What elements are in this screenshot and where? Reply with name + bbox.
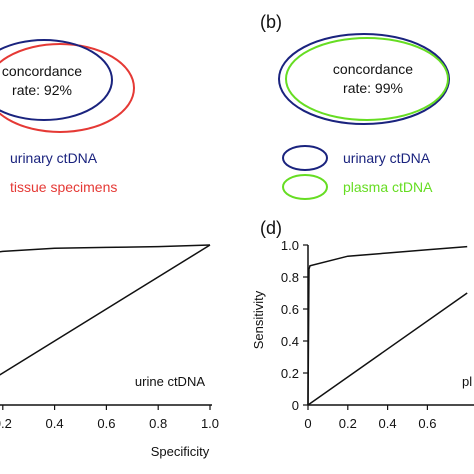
panel-b-legend: urinary ctDNA plasma ctDNA	[282, 145, 433, 200]
panel-d-y-tick-label: 0.6	[281, 302, 299, 317]
panel-a-concordance-line1: concordance	[2, 63, 82, 79]
panel-d-x-tick-label: 0.6	[418, 416, 436, 431]
panel-d-y-tick-label: 1.0	[281, 238, 299, 253]
panel-d-y-ticks: 0 0.2 0.4 0.6 0.8 1.0	[281, 238, 308, 413]
panel-d-x-tick-label: 0.4	[379, 416, 397, 431]
panel-d-ylabel: Sensitivity	[251, 290, 266, 349]
panel-b-legend-urinary-swatch	[282, 145, 328, 171]
panel-a-legend-tissue: tissue specimens	[10, 179, 117, 195]
panel-d-y-tick-label: 0.2	[281, 366, 299, 381]
panel-b-concordance-line1: concordance	[333, 61, 413, 77]
panel-b-concordance-line2: rate: 99%	[343, 80, 403, 96]
panel-d-letter: (d)	[260, 218, 282, 238]
panel-b-venn: (b) concordance rate: 99%	[260, 12, 450, 125]
panel-c-x-tick-label: 1.0	[201, 416, 219, 431]
panel-b-legend-plasma-swatch	[282, 174, 328, 200]
panel-b-legend-plasma: plasma ctDNA	[343, 179, 433, 195]
panel-b-urinary-ellipse	[278, 33, 450, 125]
panel-c-series-label: urine ctDNA	[135, 374, 205, 389]
panel-d-x-tick-label: 0.2	[339, 416, 357, 431]
panel-d-x-ticks: 0 0.2 0.4 0.6	[304, 405, 436, 431]
panel-c-x-tick-label: 0.4	[46, 416, 64, 431]
panel-a-legend: urinary ctDNA tissue specimens	[10, 150, 117, 195]
panel-d-y-tick-label: 0.8	[281, 270, 299, 285]
panel-c-x-tick-label: 0.2	[0, 416, 12, 431]
panel-c-x-tick-label: 0.6	[97, 416, 115, 431]
panel-a-urinary-ellipse	[0, 39, 113, 121]
panel-d-y-tick-label: 0	[292, 398, 299, 413]
panel-d-series-0-line	[307, 245, 468, 406]
panel-a-tissue-ellipse	[0, 43, 135, 133]
panel-c-roc: 0.2 0.4 0.6 0.8 1.0 urine ctDNA Specificity	[0, 244, 219, 459]
panel-a-legend-urinary: urinary ctDNA	[10, 150, 98, 166]
panel-b-plasma-ellipse	[285, 37, 449, 121]
panel-c-xlabel: Specificity	[151, 444, 210, 459]
panel-a-venn: concordance rate: 92%	[0, 39, 135, 133]
panel-c-x-tick-label: 0.8	[149, 416, 167, 431]
panel-c-x-ticks: 0.2 0.4 0.6 0.8 1.0	[0, 405, 219, 431]
panel-b-letter: (b)	[260, 12, 282, 32]
panel-d-x-tick-label: 0	[304, 416, 311, 431]
panel-c-series-1-line	[0, 244, 211, 376]
panel-d-series	[307, 245, 468, 406]
panel-b-legend-urinary: urinary ctDNA	[343, 150, 431, 166]
panel-d-y-tick-label: 0.4	[281, 334, 299, 349]
panel-a-concordance-line2: rate: 92%	[12, 82, 72, 98]
panel-d-series-label: pl	[462, 374, 472, 389]
panel-d-roc: (d) Sensitivity 0 0.2 0.4 0.6 0.8 1.0 0 0.2 0.4…	[251, 218, 474, 431]
panel-c-series-0-line	[0, 244, 211, 253]
panel-d-series-1-line	[307, 292, 468, 406]
panel-c-series	[0, 244, 211, 376]
